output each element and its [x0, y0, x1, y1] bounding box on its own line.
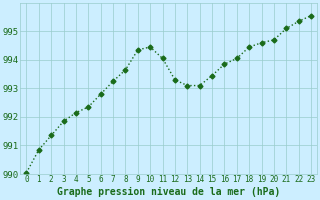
X-axis label: Graphe pression niveau de la mer (hPa): Graphe pression niveau de la mer (hPa): [57, 187, 280, 197]
